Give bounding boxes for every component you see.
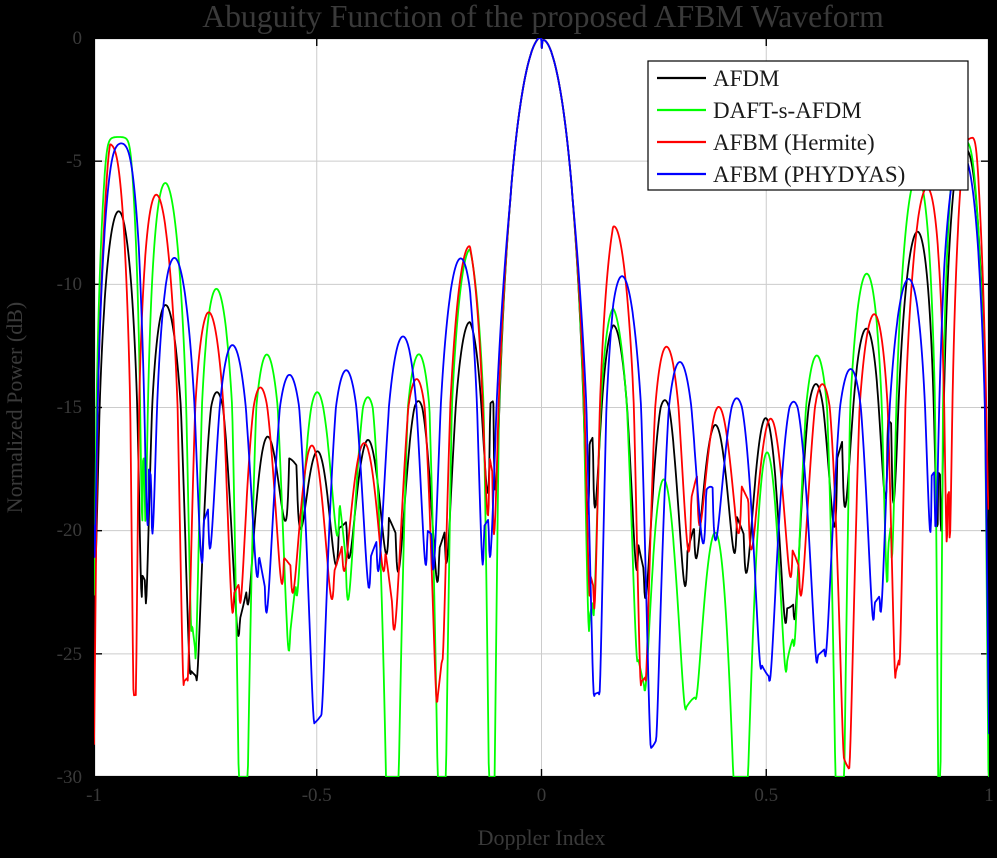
svg-text:-10: -10 (57, 274, 82, 295)
svg-text:AFDM: AFDM (713, 66, 779, 91)
svg-text:-0.5: -0.5 (302, 785, 332, 806)
svg-text:-20: -20 (57, 520, 82, 541)
svg-text:DAFT-s-AFDM: DAFT-s-AFDM (713, 98, 862, 123)
svg-text:AFBM (PHYDYAS): AFBM (PHYDYAS) (713, 162, 905, 187)
svg-text:1: 1 (984, 785, 994, 806)
svg-text:Abuguity Function of the propo: Abuguity Function of the proposed AFBM W… (202, 0, 884, 34)
svg-text:Normalized Power (dB): Normalized Power (dB) (2, 302, 27, 513)
svg-text:-5: -5 (66, 151, 82, 172)
svg-text:0: 0 (537, 785, 547, 806)
svg-text:-1: -1 (86, 785, 102, 806)
svg-text:0.5: 0.5 (754, 785, 778, 806)
svg-text:AFBM (Hermite): AFBM (Hermite) (713, 130, 875, 155)
svg-text:-15: -15 (57, 397, 82, 418)
svg-text:Doppler Index: Doppler Index (478, 825, 606, 850)
svg-text:-30: -30 (57, 767, 82, 788)
svg-text:0: 0 (73, 28, 83, 49)
svg-text:-25: -25 (57, 644, 82, 665)
